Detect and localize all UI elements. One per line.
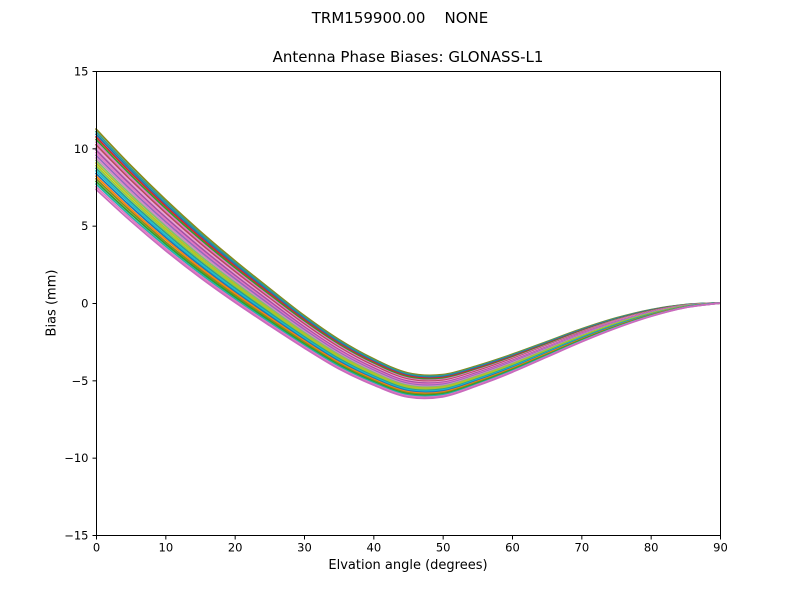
bias-curve-line [95,167,721,392]
figure-title: TRM159900.00 NONE [311,9,489,27]
x-axis-label: Elvation angle (degrees) [328,558,488,573]
y-tick-label: −5 [72,374,89,388]
bias-curve-line [95,188,721,400]
bias-curve-line [95,177,721,396]
y-tick-label: −15 [64,529,88,543]
y-tick-label: 15 [74,65,89,79]
x-tick-label: 80 [644,541,659,555]
x-tick-label: 30 [297,541,312,555]
bias-curve-line [95,159,721,389]
y-tick-label: 10 [74,142,89,156]
x-tick-label: 90 [713,541,728,555]
axes-frame [96,71,721,536]
x-tick-label: 40 [367,541,382,555]
x-tick-label: 60 [505,541,520,555]
y-tick-label: −10 [64,451,88,465]
x-tick-label: 70 [575,541,590,555]
y-tick-label: 0 [81,297,88,311]
bias-curve-line [95,170,721,393]
bias-curve-line [95,164,721,391]
x-tick-label: 0 [93,541,100,555]
bias-curve-line [95,175,721,395]
bias-curve-line [95,172,721,394]
bias-curve-line [95,180,721,397]
x-tick-label: 10 [159,541,174,555]
x-tick-label: 50 [436,541,451,555]
x-tick-label: 20 [228,541,243,555]
bias-curve-line [95,162,721,390]
bias-curve-line [95,157,721,388]
bias-curve-line [95,183,721,398]
y-tick-label: 5 [81,219,88,233]
bias-curve-line [95,185,721,399]
axes-title: Antenna Phase Biases: GLONASS-L1 [272,48,544,66]
